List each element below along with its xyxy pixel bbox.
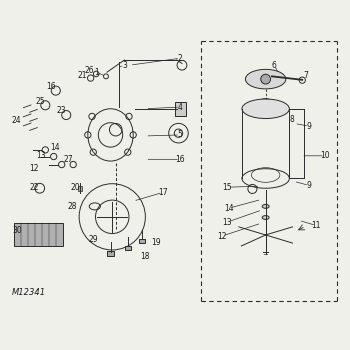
Text: 25: 25 xyxy=(36,97,46,106)
Text: 2: 2 xyxy=(178,54,183,63)
Ellipse shape xyxy=(260,99,271,104)
Text: 26: 26 xyxy=(85,66,95,75)
Text: 6: 6 xyxy=(272,61,277,70)
Text: 3: 3 xyxy=(122,61,127,70)
Bar xyxy=(14,223,63,246)
Bar xyxy=(139,239,145,243)
Text: 21: 21 xyxy=(78,71,88,80)
Ellipse shape xyxy=(245,69,286,89)
Text: 16: 16 xyxy=(175,155,185,164)
Text: 23: 23 xyxy=(57,106,66,115)
Circle shape xyxy=(261,74,271,84)
Text: 27: 27 xyxy=(64,155,74,164)
Text: 22: 22 xyxy=(29,183,38,192)
Bar xyxy=(175,102,186,116)
Text: 30: 30 xyxy=(13,226,22,235)
Text: 5: 5 xyxy=(178,131,183,139)
Text: 9: 9 xyxy=(307,181,312,190)
Bar xyxy=(107,251,114,256)
Text: 12: 12 xyxy=(29,163,38,173)
Text: 19: 19 xyxy=(151,238,161,247)
Text: 10: 10 xyxy=(320,151,330,160)
Text: 20: 20 xyxy=(71,183,80,192)
Ellipse shape xyxy=(262,204,269,208)
Text: 4: 4 xyxy=(178,103,183,112)
Text: 28: 28 xyxy=(68,202,77,211)
Text: 14: 14 xyxy=(50,142,60,152)
Text: 15: 15 xyxy=(223,183,232,192)
Text: 29: 29 xyxy=(88,235,98,244)
Text: 7: 7 xyxy=(303,71,308,80)
Text: 8: 8 xyxy=(289,115,294,124)
Text: 11: 11 xyxy=(312,221,321,230)
Text: M12341: M12341 xyxy=(12,288,46,298)
Text: 13: 13 xyxy=(223,218,232,226)
Ellipse shape xyxy=(242,99,289,119)
Ellipse shape xyxy=(262,216,269,219)
Text: 16: 16 xyxy=(47,82,56,91)
Text: 14: 14 xyxy=(224,204,234,212)
Text: 9: 9 xyxy=(307,122,312,131)
Text: 13: 13 xyxy=(36,151,46,160)
Text: 12: 12 xyxy=(217,231,227,240)
Text: 24: 24 xyxy=(12,117,21,125)
Bar xyxy=(78,186,82,191)
Text: 17: 17 xyxy=(158,188,168,197)
Text: 18: 18 xyxy=(141,252,150,261)
Text: 1: 1 xyxy=(94,68,99,77)
Bar xyxy=(125,246,131,250)
